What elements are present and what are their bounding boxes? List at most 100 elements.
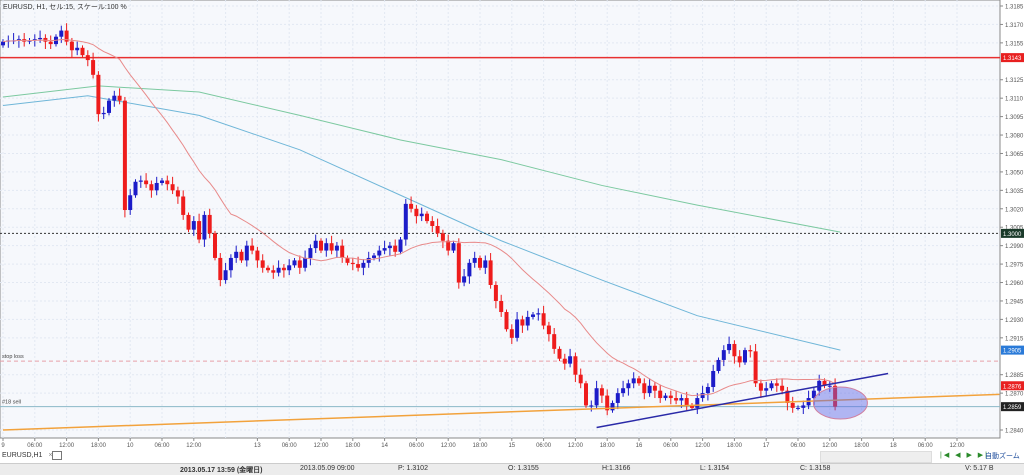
candle-down [584,383,588,406]
candle-down [250,245,255,251]
window-restore-icon[interactable] [52,451,62,460]
candle-down [80,47,85,56]
status-close: C: 1.3158 [800,465,831,472]
candle-up [160,180,164,183]
candle-down [642,383,647,394]
candle-up [228,257,233,271]
candle-down [213,233,217,258]
candle-up [32,39,37,41]
candle-up [525,316,530,326]
candle-up [377,250,382,256]
y-tick-label: 1.3065 [1005,152,1024,158]
candle-up [292,260,297,266]
price-axis [1000,0,1024,438]
tab-label: EURUSD,H1 [2,452,43,459]
candle-up [128,195,133,211]
candle-up [589,405,594,407]
candle-up [764,388,769,391]
candle-down [605,395,610,411]
current-price-price-tag [1001,381,1024,391]
candle-up [716,359,721,372]
y-tick-label: 1.2975 [1005,263,1024,269]
candle-up [112,95,117,101]
candle-down [684,398,689,406]
y-tick-label: 1.3110 [1005,97,1024,103]
candle-up [711,371,716,387]
tab-close-icon[interactable]: × [48,452,53,459]
x-tick-label: 12:00 [186,443,202,449]
candle-down [69,41,74,51]
candle-up [303,257,308,268]
x-tick-label: 18:00 [854,443,870,449]
ma-fast-line [2,38,836,397]
candle-up [287,265,292,271]
candle-up [631,378,636,384]
y-tick-label: 1.3080 [1005,134,1024,140]
y-tick-label: 1.3005 [1005,226,1024,232]
candle-down [91,60,96,75]
candle-up [594,388,599,406]
candle-up [59,30,64,37]
y-tick-label: 1.2990 [1005,244,1024,250]
candle-up [615,393,620,403]
candle-down [780,385,785,391]
candle-down [456,243,461,283]
sell-order-text: #18 sell [2,400,21,406]
candle-up [38,37,43,40]
tab-eurusd-h1[interactable]: EURUSD,H1 × [2,452,53,459]
candle-down [573,356,578,375]
round-number-price-tag [1001,228,1024,238]
candle-up [462,276,467,283]
candle-up [223,270,228,281]
candle-down [425,213,429,222]
candle-down [409,203,414,209]
candle-down [753,351,758,384]
candle-up [531,314,535,317]
candle-up [695,398,700,408]
x-tick-label: 12:00 [568,443,584,449]
candle-down [499,300,504,313]
x-tick-label: 13 [254,443,261,449]
candle-down [446,240,451,251]
auto-zoom-button[interactable]: 自動ズーム [985,453,1020,460]
y-tick-label: 1.3185 [1005,5,1024,11]
y-tick-label: 1.2885 [1005,373,1024,379]
candle-down [170,184,175,191]
candle-down [96,74,101,115]
candle-down [239,251,244,261]
y-tick-label: 1.3035 [1005,189,1024,195]
orange-support-trendline [2,393,1000,431]
x-tick-label: 06:00 [536,443,552,449]
price-chart[interactable]: 1.3185 1.3170 1.3155 1.3125 1.3110 1.3095 1.30… [0,0,1024,450]
x-tick-label: 06:00 [27,443,43,449]
candle-down [785,390,790,403]
candle-down [393,245,398,252]
candle-up [663,395,668,399]
candle-down [430,221,435,226]
candle-up [308,248,313,258]
x-tick-label: 06:00 [154,443,170,449]
candle-down [658,390,663,399]
candle-down [435,225,440,234]
candle-up [610,402,615,411]
candle-down [748,350,753,352]
x-tick-label: 14 [381,443,388,449]
candle-down [668,395,673,399]
navigation-buttons[interactable]: |◀ ◀ ▶ ▶| [940,452,990,459]
candle-down [440,233,445,241]
candle-up [801,405,806,408]
y-tick-label: 1.2945 [1005,299,1024,305]
candle-up [324,243,329,251]
horizontal-scrollbar[interactable] [820,451,932,463]
x-tick-label: 18:00 [91,443,107,449]
ma-slow-line [2,85,841,233]
candle-down [833,385,838,407]
candle-up [101,112,106,115]
candle-up [361,262,366,268]
candle-down [48,41,53,45]
y-tick-label: 1.2930 [1005,318,1024,324]
x-tick-label: 17 [763,443,770,449]
x-tick-label: 06:00 [918,443,934,449]
tab-bar: EURUSD,H1 × |◀ ◀ ▶ ▶| 自動ズーム [0,450,1024,463]
candle-down [578,374,583,384]
